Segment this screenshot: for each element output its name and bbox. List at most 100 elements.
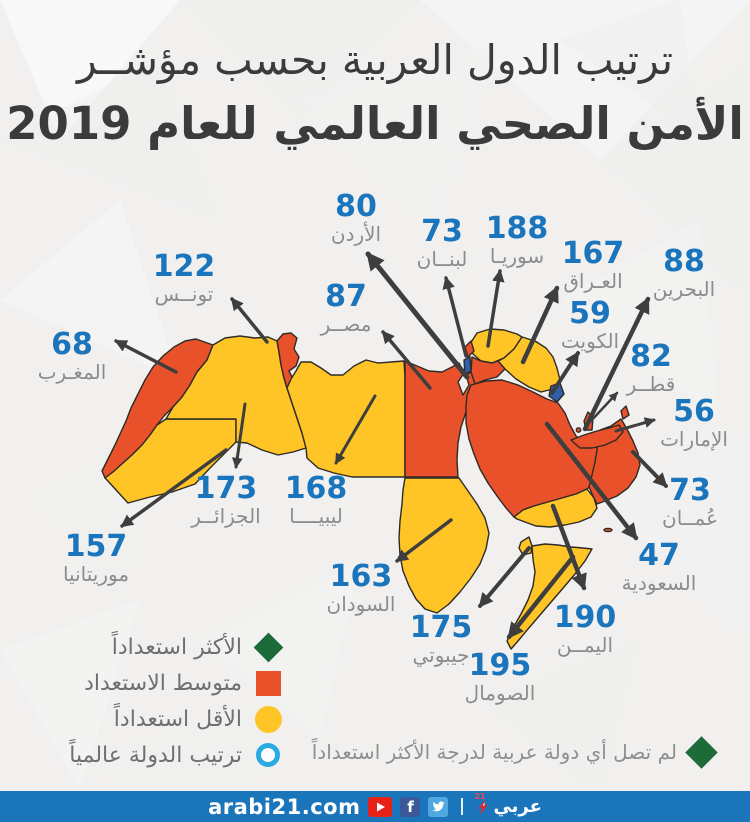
legend-label: ترتيب الدولة عالمياً [69,742,242,768]
label-libya: 168 ليبيــــا [284,471,348,529]
ring-blue-icon [253,740,283,770]
somalia-shape [506,543,593,650]
bahrain-name: البحرين [652,277,716,301]
label-algeria: 173 الجزائــر [191,474,260,529]
arrow-iraq [520,285,560,365]
legend-label: الأقل استعداداً [113,706,242,732]
sudan-shape [398,477,490,614]
uae-name: الإمارات [660,427,728,451]
tunisia-rank: 122 [152,249,216,284]
morocco-name: المغـرب [37,360,107,384]
saudi-arabia-rank: 47 [638,538,680,573]
diamond-green-icon [685,735,718,769]
libya-shape [286,359,406,478]
label-tunisia: 122 تونــس [152,249,216,307]
tunisia-shape [276,332,300,389]
arrow-lebanon [442,276,468,358]
arrow-yemen [550,503,587,591]
egypt-rank: 87 [325,279,367,314]
yemen-rank: 190 [553,600,617,635]
iraq-shape [497,336,561,393]
youtube-icon[interactable] [368,796,393,817]
arrow-morocco [114,339,178,374]
arrow-qatar [587,391,619,425]
oman-name: عُمــان [662,506,718,530]
arrow-uae [614,417,656,433]
site-url[interactable]: arabi21.com [208,794,361,819]
arrow-bahrain [582,296,651,432]
egypt-name: مصــر [320,312,372,336]
libya-rank: 168 [284,471,348,506]
arrow-djibouti [478,546,531,608]
sudan-rank: 163 [329,559,393,594]
label-kuwait: 59 الكويت [560,296,620,354]
somalia-name: الصومال [464,681,536,705]
arrow-somalia [506,554,576,640]
circle-yellow-icon [253,704,283,734]
uae-rank: 56 [673,394,715,429]
kuwait-name: الكويت [560,329,620,353]
twitter-icon[interactable] [428,796,449,817]
facebook-icon[interactable]: f [400,796,421,817]
label-oman: 73 عُمــان [662,473,718,531]
mauritania-rank: 157 [64,529,128,564]
arabi21-logo[interactable]: عربي 21 [474,792,542,817]
yemen-name: اليمــن [556,633,614,657]
arrow-libya [334,394,377,465]
mauritania-shape [104,418,237,504]
tunisia-name: تونــس [154,282,214,306]
kuwait-rank: 59 [569,296,611,331]
page-title-line2: الأمن الصحي العالمي للعام 2019 [6,97,744,150]
saudi-arabia-name: السعودية [621,571,697,595]
label-jordan: 80 الأردن [331,189,381,247]
legend-item-least-prepared: الأقل استعداداً [69,704,283,734]
label-yemen: 190 اليمــن [553,600,617,658]
arrow-syria [486,269,505,348]
syria-rank: 188 [485,211,549,246]
libya-name: ليبيــــا [289,504,343,528]
diamond-green-icon [253,632,283,662]
label-egypt: 87 مصــر [320,279,372,337]
page-title-line1: ترتيب الدول العربية بحسب مؤشــر [76,36,674,84]
socotra-shape [603,527,613,533]
mauritania-name: موريتانيا [62,562,130,586]
qatar-rank: 82 [630,339,672,374]
pointer-arrows [114,251,668,640]
qatar-name: قطــر [626,372,676,396]
label-iraq: 167 العـراق [561,236,625,294]
arrow-mauritania [120,448,228,528]
brand-name: عربي [493,796,542,817]
djibouti-rank: 175 [409,610,473,645]
note-text: لم تصل أي دولة عربية لدرجة الأكثر استعدا… [311,740,677,764]
legend-item-most-prepared: الأكثر استعداداً [69,632,283,662]
label-lebanon: 73 لبنــان [417,214,468,272]
label-qatar: 82 قطــر [626,339,676,397]
bahrain-rank: 88 [663,244,705,279]
oman-rank: 73 [669,473,711,508]
arrow-saudi [544,421,639,541]
label-syria: 188 سوريـا [485,211,549,269]
label-djibouti: 175 جيبوتي [409,610,473,668]
legend-label: الأكثر استعداداً [111,634,242,660]
square-orange-icon [253,668,283,698]
jordan-rank: 80 [335,189,377,224]
legend: الأكثر استعداداً متوسط الاستعداد الأقل ا… [69,632,283,770]
label-saudi-arabia: 47 السعودية [621,538,697,596]
label-mauritania: 157 موريتانيا [62,529,130,587]
label-somalia: 195 الصومال [464,648,536,706]
footer-divider [461,798,464,815]
iraq-rank: 167 [561,236,625,271]
label-uae: 56 الإمارات [660,394,728,452]
arrow-sudan [395,518,453,563]
label-sudan: 163 السودان [327,559,396,617]
arrow-oman [631,450,668,488]
lebanon-rank: 73 [421,214,463,249]
arrow-egypt [381,330,432,390]
arabi21-bolt-icon [478,798,489,815]
label-bahrain: 88 البحرين [652,244,716,302]
legend-item-global-rank: ترتيب الدولة عالمياً [69,740,283,770]
somalia-rank: 195 [468,648,532,683]
